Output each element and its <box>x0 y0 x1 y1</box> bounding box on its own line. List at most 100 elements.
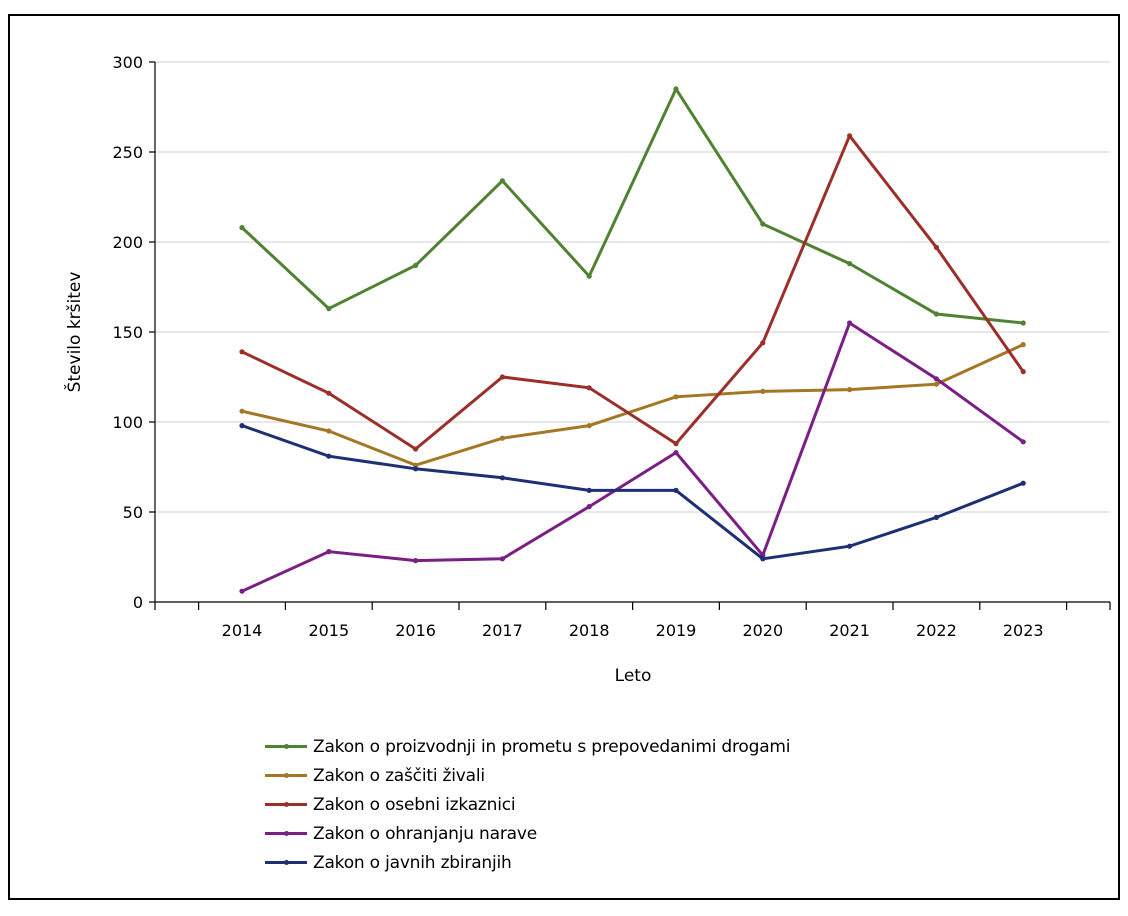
data-point <box>326 453 332 459</box>
data-point <box>673 450 679 456</box>
series-line <box>241 132 1025 451</box>
data-point <box>413 466 419 472</box>
legend-item: Zakon o osebni izkaznici <box>265 790 790 819</box>
series-5 <box>239 423 1026 562</box>
y-tick-label: 100 <box>112 413 143 432</box>
data-point <box>499 435 505 441</box>
y-tick-label: 300 <box>112 53 143 72</box>
data-point <box>933 514 940 521</box>
x-tick-label: 2022 <box>916 621 957 640</box>
data-point <box>239 349 245 355</box>
data-point <box>673 394 679 400</box>
series-lines <box>239 85 1026 594</box>
data-point <box>933 311 940 317</box>
chart-frame <box>8 14 1120 900</box>
data-point <box>1020 342 1026 348</box>
data-point <box>760 340 766 346</box>
x-tick-label: 2014 <box>222 621 263 640</box>
x-axis-title: Leto <box>615 666 652 686</box>
x-tick-label: 2017 <box>482 621 523 640</box>
data-point <box>239 588 245 594</box>
data-point <box>499 556 505 562</box>
legend-swatch <box>265 802 307 807</box>
legend-swatch <box>265 744 307 749</box>
y-tick-label: 250 <box>112 143 143 162</box>
data-point <box>847 133 853 139</box>
legend-swatch <box>265 831 307 836</box>
x-tick-label: 2018 <box>569 621 610 640</box>
data-point <box>1020 439 1026 445</box>
series-line <box>240 85 1024 325</box>
x-tick-label: 2023 <box>1003 621 1044 640</box>
y-tick-labels: 0 50 100 150 200 250 300 <box>112 53 143 612</box>
data-point <box>586 423 592 429</box>
y-tick-label: 0 <box>133 593 143 612</box>
data-point <box>326 428 332 434</box>
data-point <box>673 487 679 493</box>
x-tick-labels: 2014 2015 2016 2017 2018 2019 2020 2021 2022 2023 <box>222 621 1044 640</box>
data-point <box>673 441 679 447</box>
legend-label: Zakon o proizvodnji in prometu s prepove… <box>313 736 791 757</box>
data-point <box>239 423 245 429</box>
series-3 <box>239 132 1026 452</box>
x-tick-label: 2020 <box>742 621 783 640</box>
data-point <box>1020 480 1026 486</box>
x-tick-label: 2016 <box>395 621 436 640</box>
y-axis-title: Število kršitev <box>63 272 85 393</box>
legend-label: Zakon o osebni izkaznici <box>313 794 516 815</box>
legend-item: Zakon o proizvodnji in prometu s prepove… <box>265 732 791 761</box>
data-point <box>760 221 766 227</box>
data-point <box>326 549 332 555</box>
data-point <box>586 504 592 510</box>
data-point <box>760 388 766 394</box>
data-point <box>586 273 592 279</box>
series-2 <box>239 342 1026 468</box>
data-point <box>239 225 245 231</box>
legend-label: Zakon o zaščiti živali <box>313 765 485 786</box>
data-point <box>847 543 853 549</box>
legend-item: Zakon o ohranjanju narave <box>265 819 790 848</box>
x-tick-label: 2021 <box>829 621 870 640</box>
legend-swatch <box>265 860 307 865</box>
data-point <box>933 381 940 387</box>
legend-item: Zakon o zaščiti živali <box>265 761 790 790</box>
x-tick-label: 2019 <box>656 621 697 640</box>
data-point <box>413 262 419 268</box>
data-point <box>326 306 332 312</box>
data-point <box>326 390 332 396</box>
data-point <box>499 374 505 380</box>
data-point <box>239 408 245 414</box>
series-line <box>241 343 1024 467</box>
data-point <box>499 178 505 184</box>
data-point <box>673 86 679 92</box>
series-1 <box>239 85 1026 326</box>
series-4 <box>239 320 1026 594</box>
data-point <box>499 475 505 481</box>
data-point <box>760 556 766 562</box>
axes <box>149 61 1111 610</box>
data-point <box>586 385 592 391</box>
data-point <box>933 244 940 250</box>
legend: Zakon o proizvodnji in prometu s prepove… <box>265 732 791 877</box>
data-point <box>933 376 940 382</box>
y-tick-label: 200 <box>112 233 143 252</box>
data-point <box>586 487 592 493</box>
legend-swatch <box>265 773 307 778</box>
x-tick-label: 2015 <box>308 621 349 640</box>
data-point <box>413 558 419 564</box>
data-point <box>413 462 419 468</box>
data-point <box>1020 369 1026 375</box>
data-point <box>413 446 419 452</box>
series-line <box>241 424 1024 561</box>
legend-label: Zakon o ohranjanju narave <box>313 823 537 844</box>
data-point <box>847 387 853 393</box>
legend-label: Zakon o javnih zbiranjih <box>313 852 512 873</box>
series-line <box>241 320 1025 593</box>
y-tick-label: 150 <box>112 323 143 342</box>
data-point <box>847 320 853 326</box>
legend-item: Zakon o javnih zbiranjih <box>265 848 790 877</box>
y-tick-label: 50 <box>123 503 143 522</box>
data-point <box>1020 320 1026 326</box>
data-point <box>847 261 853 267</box>
